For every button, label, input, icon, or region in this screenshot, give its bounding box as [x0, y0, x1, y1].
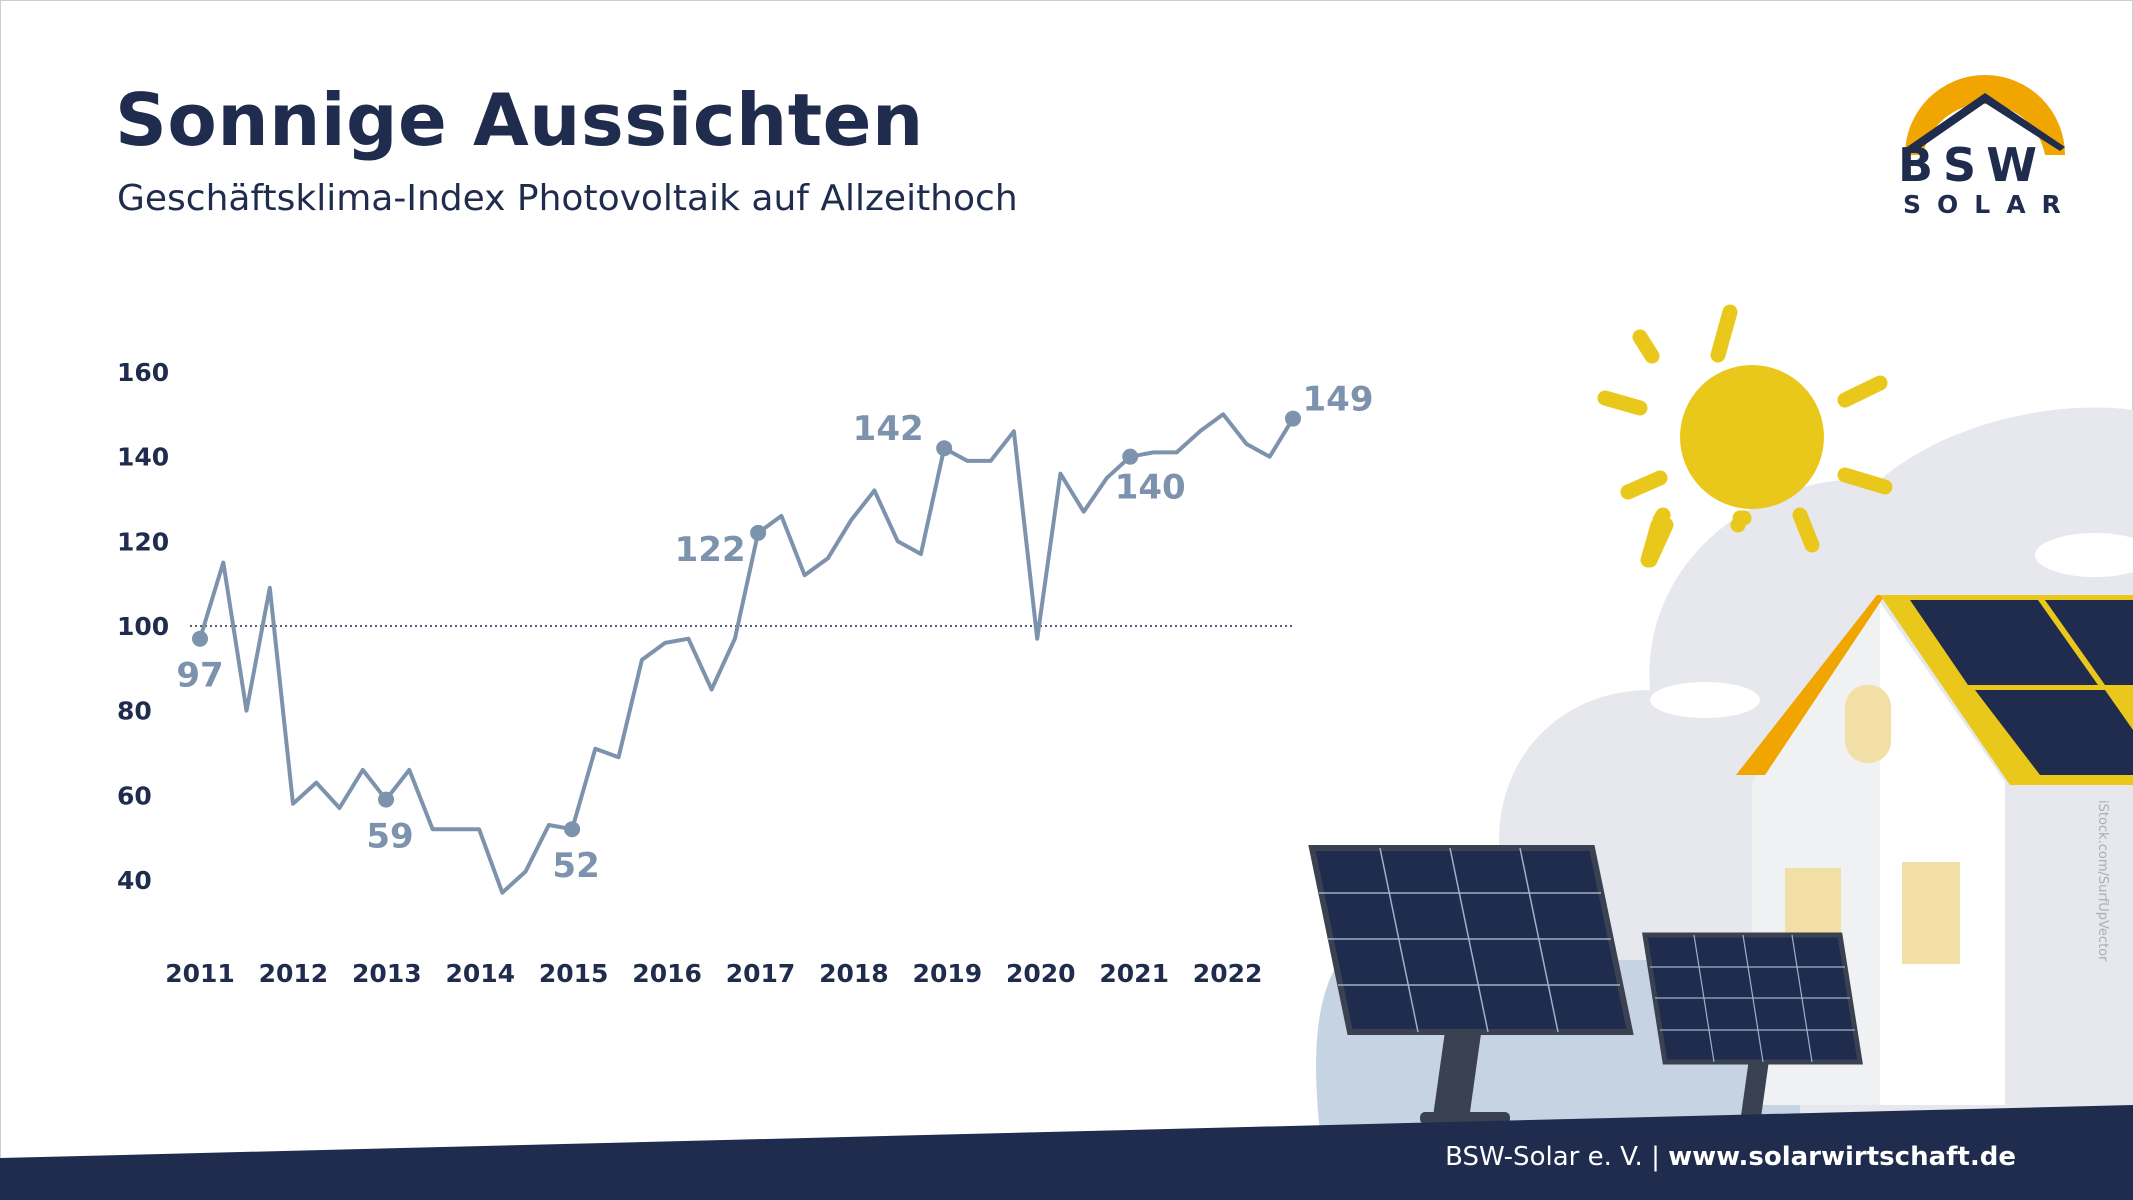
- x-tick-label: 2015: [539, 959, 609, 988]
- x-tick-label: 2022: [1193, 959, 1263, 988]
- data-label: 122: [675, 530, 746, 570]
- data-point: [936, 440, 953, 457]
- footer-text: BSW-Solar e. V. | www.solarwirtschaft.de: [1445, 1142, 2016, 1172]
- data-label: 97: [176, 656, 223, 696]
- x-tick-label: 2013: [352, 959, 422, 988]
- data-label: 142: [853, 409, 924, 449]
- x-axis: 2011 2012 2013 2014 2015 2016 2017 2018 2019 2020…: [165, 959, 1262, 988]
- house-icon: [1736, 595, 2133, 1105]
- y-tick-label: 60: [117, 781, 152, 810]
- data-point: [1285, 410, 1301, 427]
- logo-subtitle: SOLAR: [1903, 190, 2077, 219]
- page-title: Sonnige Aussichten: [115, 78, 924, 162]
- data-point: [1122, 448, 1139, 465]
- data-point: [564, 821, 581, 838]
- data-point: [750, 524, 767, 541]
- data-label: 59: [366, 817, 413, 857]
- y-tick-label: 80: [117, 697, 152, 726]
- x-tick-label: 2014: [445, 959, 515, 988]
- data-point: [192, 630, 208, 647]
- x-tick-label: 2018: [819, 959, 889, 988]
- logo-wordmark: BSW: [1898, 138, 2047, 192]
- data-label: 140: [1115, 468, 1186, 508]
- footer-url[interactable]: www.solarwirtschaft.de: [1668, 1142, 2016, 1172]
- sun-icon: [1597, 304, 1893, 568]
- bsw-logo: [1905, 75, 2065, 155]
- page-subtitle: Geschäftsklima-Index Photovoltaik auf Al…: [117, 178, 1018, 219]
- data-point: [378, 791, 395, 808]
- x-tick-label: 2016: [632, 959, 702, 988]
- y-axis: 160 140 120 100 80 60 40: [117, 358, 169, 895]
- x-tick-label: 2020: [1006, 959, 1076, 988]
- y-tick-label: 100: [117, 612, 169, 641]
- image-credit: iStock.com/SurfUpVector: [2095, 800, 2110, 962]
- data-label: 149: [1303, 380, 1374, 420]
- y-tick-label: 160: [117, 358, 169, 387]
- footer-org: BSW-Solar e. V. |: [1445, 1142, 1660, 1172]
- solar-panel-icon: [1308, 845, 1634, 1127]
- x-tick-label: 2011: [165, 959, 235, 988]
- cloud-puff-icon: [1650, 682, 1760, 718]
- x-tick-label: 2017: [726, 959, 796, 988]
- cloud-puff-icon: [1350, 771, 1440, 799]
- cloud-puff-icon: [2035, 533, 2133, 577]
- y-tick-label: 120: [117, 527, 169, 556]
- data-label: 52: [552, 846, 599, 886]
- x-tick-label: 2019: [913, 959, 983, 988]
- x-tick-label: 2012: [259, 959, 329, 988]
- solar-panel-small-icon: [1642, 932, 1863, 1122]
- y-tick-label: 40: [117, 866, 152, 895]
- y-tick-label: 140: [117, 443, 169, 472]
- x-tick-label: 2021: [1099, 959, 1169, 988]
